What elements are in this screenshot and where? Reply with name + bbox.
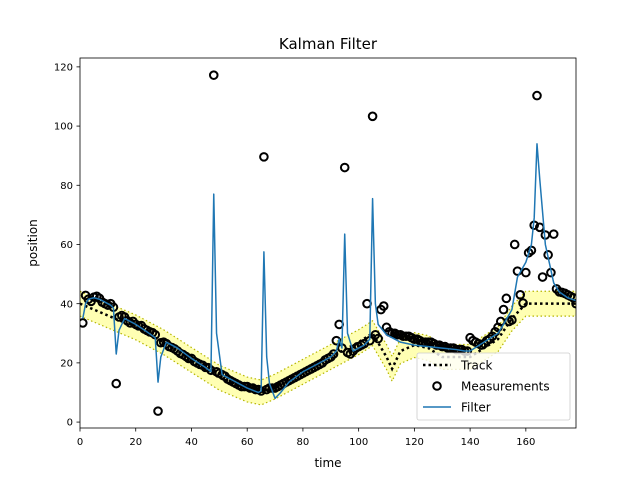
legend-filter-label: Filter <box>461 401 491 415</box>
y-tick-label: 20 <box>60 358 73 369</box>
chart-title: Kalman Filter <box>279 35 378 53</box>
measurement-point <box>339 162 350 173</box>
measurement-point <box>153 406 163 416</box>
plot-clip-group <box>80 70 576 416</box>
legend-box <box>416 352 571 421</box>
measurement-point <box>373 333 383 344</box>
axis-ticks: 0 20 40 60 80 100 120 140 160 0 20 40 60 80 100 120 <box>54 62 535 448</box>
x-tick-label: 0 <box>77 437 83 448</box>
plot-area <box>80 70 576 416</box>
y-tick-label: 80 <box>60 181 73 192</box>
y-tick-label: 0 <box>67 418 73 429</box>
x-tick-label: 100 <box>349 437 368 448</box>
measurement-point <box>537 272 548 282</box>
x-tick-label: 120 <box>405 437 424 448</box>
measurement-point <box>548 229 559 239</box>
measurement-point <box>367 111 378 122</box>
measurement-point <box>111 378 122 389</box>
x-tick-label: 40 <box>185 437 198 448</box>
measurement-point <box>328 349 339 359</box>
measurement-point <box>80 318 88 328</box>
x-axis-label: time <box>314 456 341 470</box>
measurement-point <box>521 267 531 278</box>
axes-frame <box>79 57 577 429</box>
measurement-point <box>498 304 509 315</box>
y-tick-label: 120 <box>54 62 73 73</box>
y-tick-label: 60 <box>60 240 73 251</box>
measurement-point <box>507 315 517 325</box>
measurement-point <box>378 301 389 311</box>
measurement-point <box>208 70 219 80</box>
y-axis-label: position <box>26 219 40 267</box>
legend-measurements-swatch <box>432 381 442 391</box>
legend-track-label: Track <box>460 359 492 373</box>
measurement-point <box>571 298 576 309</box>
legend-measurements-label: Measurements <box>461 380 550 394</box>
band-lower-edge <box>80 315 576 406</box>
measurement-point <box>515 290 526 300</box>
band-upper-edge <box>80 290 576 381</box>
x-tick-label: 60 <box>241 437 254 448</box>
measurement-point <box>501 293 512 304</box>
x-tick-label: 160 <box>516 437 535 448</box>
x-tick-label: 140 <box>461 437 480 448</box>
measurement-point <box>518 298 528 308</box>
measurement-point <box>532 90 542 101</box>
uncertainty-band <box>80 291 576 405</box>
filter-line <box>82 143 576 400</box>
legend: Track Measurements Filter <box>416 352 571 421</box>
measurement-point <box>259 152 269 162</box>
y-tick-label: 40 <box>60 299 73 310</box>
measurement-point <box>509 239 520 250</box>
x-tick-label: 80 <box>297 437 310 448</box>
x-tick-label: 20 <box>129 437 142 448</box>
y-tick-label: 100 <box>54 122 73 133</box>
